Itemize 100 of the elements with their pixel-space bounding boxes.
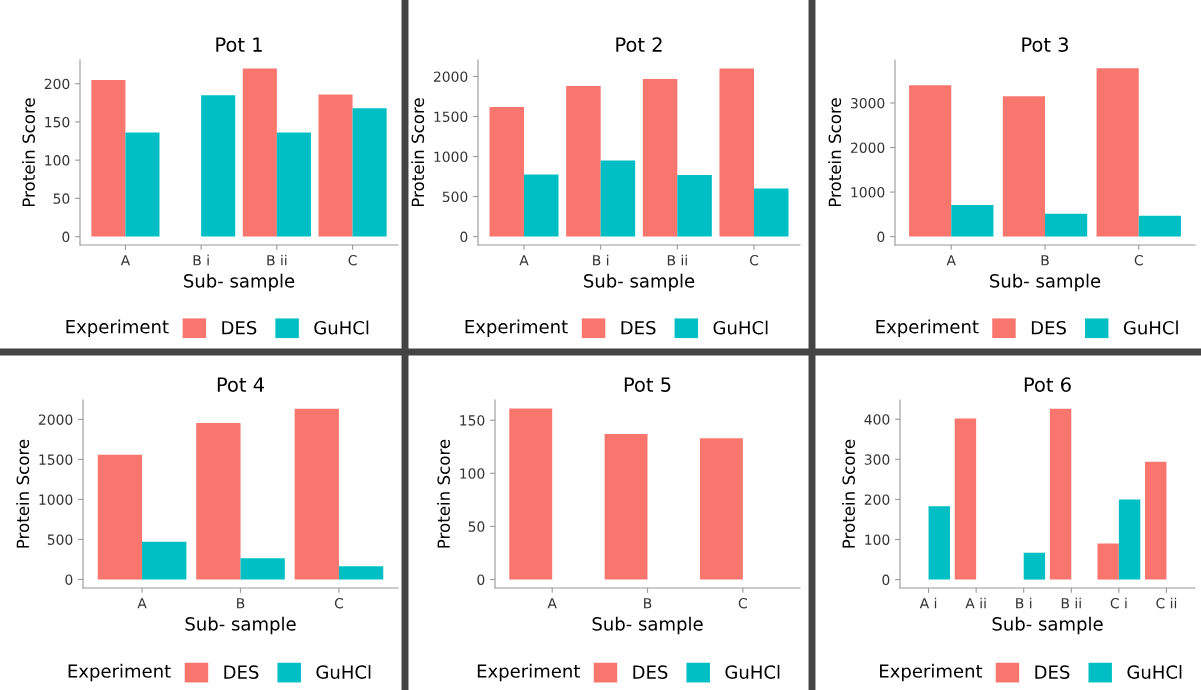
chart-title: Pot 5 — [624, 377, 671, 392]
legend-label: DES — [224, 665, 259, 679]
x-axis-title: Sub- sample — [592, 616, 703, 635]
bar — [909, 85, 952, 237]
legend-label: GuHCl — [713, 320, 768, 335]
x-tick-label: A — [519, 255, 529, 266]
x-tick-label: A ii — [965, 597, 986, 609]
y-tick-label: 1000 — [851, 187, 885, 198]
y-axis-title: Protein Score — [22, 98, 35, 207]
legend-label: DES — [633, 665, 668, 679]
bar — [338, 566, 384, 580]
x-tick-label: B — [1041, 255, 1049, 266]
y-tick-label: 200 — [864, 494, 890, 505]
bar — [1145, 461, 1167, 580]
x-tick-label: B ii — [1061, 597, 1081, 609]
x-axis-title: Sub- sample — [992, 616, 1103, 635]
y-axis-title: Protein Score — [437, 439, 450, 548]
legend-label: GuHCl — [725, 664, 780, 679]
legend-label: GuHCl — [316, 664, 371, 679]
y-tick-label: 0 — [877, 231, 885, 243]
bar — [642, 78, 678, 237]
legend-label: DES — [1035, 665, 1070, 679]
y-tick-label: 200 — [44, 78, 70, 90]
bar — [91, 79, 126, 237]
x-tick-label: A — [547, 598, 557, 609]
legend-label: DES — [222, 320, 257, 335]
x-tick-label: B — [237, 598, 245, 609]
y-tick-label: 300 — [864, 454, 890, 465]
y-axis-title: Protein Score — [411, 98, 425, 207]
bar — [509, 408, 553, 580]
y-tick-label: 0 — [460, 231, 468, 243]
bar — [201, 95, 236, 237]
y-tick-label: 100 — [45, 155, 70, 166]
y-tick-label: 50 — [53, 193, 70, 204]
x-tick-label: B i — [593, 254, 609, 266]
y-tick-label: 0 — [882, 574, 890, 586]
y-tick-label: 50 — [468, 521, 485, 532]
bar — [1023, 552, 1046, 580]
bar — [125, 132, 160, 237]
legend-label: GuHCl — [1127, 664, 1182, 679]
bar — [1138, 215, 1181, 237]
bar — [1045, 213, 1088, 237]
y-tick-label: 2000 — [433, 71, 468, 82]
bar — [1118, 499, 1141, 580]
y-tick-label: 1000 — [39, 494, 73, 505]
y-tick-label: 1500 — [39, 454, 73, 465]
legend-title: Experiment — [876, 319, 979, 337]
y-tick-label: 150 — [45, 116, 70, 128]
x-tick-label: C — [334, 597, 344, 609]
bar — [699, 438, 743, 580]
y-axis-title: Protein Score — [828, 98, 842, 207]
bar — [951, 204, 994, 237]
x-axis-title: Sub- sample — [184, 273, 295, 292]
bar — [97, 454, 143, 580]
bar — [566, 86, 601, 237]
x-tick-label: C — [749, 254, 759, 266]
x-tick-label: A i — [919, 597, 937, 609]
legend-title: Experiment — [66, 319, 169, 337]
chart-title: Pot 6 — [1024, 377, 1071, 392]
y-tick-label: 3000 — [850, 97, 885, 109]
bar — [240, 558, 285, 580]
y-tick-label: 500 — [47, 534, 73, 545]
bar — [276, 132, 311, 237]
chart-title: Pot 4 — [217, 377, 264, 392]
x-tick-label: B — [644, 598, 652, 609]
y-tick-label: 1500 — [434, 111, 468, 122]
y-tick-label: 2000 — [38, 414, 73, 425]
x-axis-title: Sub- sample — [990, 273, 1101, 292]
x-tick-label: B i — [1016, 597, 1032, 609]
bar — [1049, 408, 1072, 580]
bar — [294, 408, 339, 580]
x-axis-title: Sub- sample — [185, 616, 296, 635]
y-tick-label: 100 — [460, 468, 485, 479]
bar — [600, 160, 636, 237]
legend-title: Experiment — [880, 663, 983, 682]
bar — [928, 506, 950, 580]
bar — [352, 108, 387, 237]
bar — [242, 68, 277, 237]
y-tick-label: 400 — [864, 414, 890, 425]
bar — [1097, 543, 1119, 580]
y-axis-title: Protein Score — [842, 439, 855, 548]
legend-label: DES — [621, 320, 656, 335]
x-tick-label: C i — [1110, 597, 1127, 609]
bar — [142, 541, 187, 580]
x-tick-label: C — [1134, 254, 1143, 266]
x-tick-label: C — [738, 597, 747, 609]
x-tick-label: A — [137, 598, 147, 609]
y-tick-label: 100 — [865, 534, 890, 545]
x-tick-label: A — [120, 255, 131, 266]
bar — [677, 174, 712, 237]
y-axis-title: Protein Score — [16, 439, 30, 548]
bar — [196, 423, 241, 580]
y-tick-label: 0 — [62, 231, 70, 243]
bar — [489, 106, 524, 237]
y-tick-label: 150 — [460, 415, 485, 426]
x-axis-title: Sub- sample — [584, 273, 695, 292]
x-tick-label: C — [348, 254, 357, 266]
x-tick-label: B ii — [267, 254, 287, 266]
bar — [719, 68, 754, 237]
y-tick-label: 0 — [477, 574, 485, 585]
